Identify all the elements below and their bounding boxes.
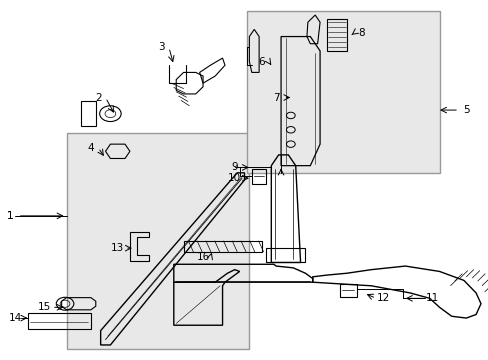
Text: 4: 4	[87, 143, 94, 153]
Text: 11: 11	[425, 293, 438, 303]
Text: 6: 6	[258, 57, 264, 67]
Text: 5: 5	[462, 105, 468, 115]
Text: 3: 3	[158, 42, 164, 52]
Text: 8: 8	[358, 28, 364, 38]
Text: 15: 15	[38, 302, 51, 312]
Text: 7: 7	[272, 93, 279, 103]
Text: 1: 1	[7, 211, 14, 221]
Text: 12: 12	[376, 293, 389, 303]
Bar	[66, 134, 249, 348]
Text: 9: 9	[231, 162, 238, 172]
Text: 2: 2	[95, 93, 102, 103]
Text: 16: 16	[196, 252, 209, 262]
Text: 14: 14	[9, 313, 22, 323]
Text: 13: 13	[111, 243, 124, 253]
Text: 1: 1	[7, 211, 14, 221]
Text: 10: 10	[228, 173, 241, 183]
Bar	[246, 12, 439, 173]
